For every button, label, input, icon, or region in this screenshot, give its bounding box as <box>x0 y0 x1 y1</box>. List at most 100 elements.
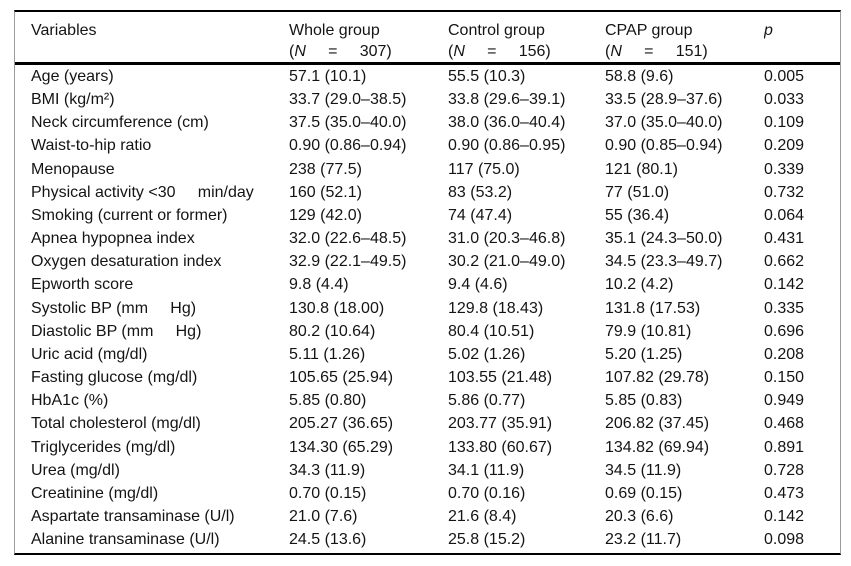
whole-group-cell: 105.65 (25.94) <box>289 369 394 387</box>
table-row: Physical activity <30 min/day 160 (52.1)… <box>15 181 840 204</box>
variable-cell: Physical activity <30 min/day <box>31 183 254 201</box>
cpap-group-cell: 5.20 (1.25) <box>605 345 683 363</box>
whole-group-cell: 134.30 (65.29) <box>289 438 394 456</box>
table-row: BMI (kg/m²) 33.7 (29.0–38.5) 33.8 (29.6–… <box>15 88 840 111</box>
variable-cell: Age (years) <box>31 68 114 85</box>
table-row: Apnea hypopnea index 32.0 (22.6–48.5) 31… <box>15 227 840 250</box>
table-row: Creatinine (mg/dl) 0.70 (0.15) 0.70 (0.1… <box>15 482 840 505</box>
cpap-group-cell: 10.2 (4.2) <box>605 276 674 294</box>
table-row: Systolic BP (mm Hg) 130.8 (18.00) 129.8 … <box>15 297 840 320</box>
control-group-cell: 83 (53.2) <box>448 183 513 201</box>
whole-group-cell: 5.11 (1.26) <box>289 345 366 363</box>
control-group-cell: 0.90 (0.86–0.95) <box>448 137 566 155</box>
p-value-cell: 0.728 <box>764 461 805 479</box>
cpap-group-cell: 34.5 (11.9) <box>605 461 682 479</box>
whole-group-cell: 0.90 (0.86–0.94) <box>289 137 407 155</box>
table-row: Uric acid (mg/dl) 5.11 (1.26) 5.02 (1.26… <box>15 343 840 366</box>
whole-group-cell: 57.1 (10.1) <box>289 68 367 85</box>
p-value-cell: 0.098 <box>764 531 805 549</box>
cpap-group-cell: 0.69 (0.15) <box>605 484 683 502</box>
table-row: HbA1c (%) 5.85 (0.80) 5.86 (0.77) 5.85 (… <box>15 389 840 412</box>
table-header-row: Variables Whole group (N = 307) Control … <box>15 12 840 65</box>
table-row: Fasting glucose (mg/dl) 105.65 (25.94) 1… <box>15 366 840 389</box>
cpap-group-cell: 0.90 (0.85–0.94) <box>605 137 723 155</box>
column-header-variables: Variables <box>31 22 97 39</box>
whole-group-cell: 21.0 (7.6) <box>289 507 358 525</box>
variable-cell: Total cholesterol (mg/dl) <box>31 415 201 433</box>
column-header-control-group: Control group (N = 156) <box>448 20 605 62</box>
p-value-cell: 0.335 <box>764 299 805 317</box>
column-header-cpap-group: CPAP group (N = 151) <box>605 20 764 62</box>
cpap-group-cell: 5.85 (0.83) <box>605 392 683 410</box>
table-row: Neck circumference (cm) 37.5 (35.0–40.0)… <box>15 111 840 134</box>
cpap-group-name: CPAP group <box>605 22 693 39</box>
whole-group-cell: 130.8 (18.00) <box>289 299 385 317</box>
cpap-group-cell: 58.8 (9.6) <box>605 68 674 85</box>
whole-group-cell: 34.3 (11.9) <box>289 461 366 479</box>
control-group-cell: 74 (47.4) <box>448 206 513 224</box>
table-row: Epworth score 9.8 (4.4) 9.4 (4.6) 10.2 (… <box>15 273 840 296</box>
variable-cell: Creatinine (mg/dl) <box>31 484 159 502</box>
whole-group-cell: 37.5 (35.0–40.0) <box>289 114 407 132</box>
whole-group-cell: 238 (77.5) <box>289 160 362 178</box>
table-row: Triglycerides (mg/dl) 134.30 (65.29) 133… <box>15 436 840 459</box>
variable-cell: Waist-to-hip ratio <box>31 137 152 155</box>
control-group-cell: 0.70 (0.16) <box>448 484 526 502</box>
table-row: Smoking (current or former) 129 (42.0) 7… <box>15 204 840 227</box>
cpap-group-cell: 77 (51.0) <box>605 183 670 201</box>
p-value-cell: 0.949 <box>764 392 805 410</box>
variable-cell: Uric acid (mg/dl) <box>31 345 148 363</box>
cpap-group-cell: 131.8 (17.53) <box>605 299 701 317</box>
table-row: Age (years) 57.1 (10.1) 55.5 (10.3) 58.8… <box>15 65 840 88</box>
p-value-cell: 0.339 <box>764 160 805 178</box>
variable-cell: Fasting glucose (mg/dl) <box>31 369 198 387</box>
variable-cell: Apnea hypopnea index <box>31 230 195 248</box>
cpap-group-cell: 121 (80.1) <box>605 160 678 178</box>
n-symbol: N <box>294 43 306 60</box>
p-value-cell: 0.732 <box>764 183 805 201</box>
n-symbol: N <box>610 43 622 60</box>
n-value: = 151) <box>621 43 708 60</box>
cpap-group-cell: 134.82 (69.94) <box>605 438 710 456</box>
p-value-cell: 0.142 <box>764 276 805 294</box>
p-value-cell: 0.150 <box>764 369 805 387</box>
control-group-cell: 203.77 (35.91) <box>448 415 553 433</box>
variable-cell: BMI (kg/m²) <box>31 91 115 109</box>
p-value-cell: 0.033 <box>764 91 805 109</box>
paren-open: ( <box>289 43 295 60</box>
cpap-group-cell: 20.3 (6.6) <box>605 507 674 525</box>
cpap-group-cell: 107.82 (29.78) <box>605 369 710 387</box>
table-body: Age (years) 57.1 (10.1) 55.5 (10.3) 58.8… <box>15 65 840 551</box>
whole-group-name: Whole group <box>289 22 380 39</box>
cpap-group-cell: 37.0 (35.0–40.0) <box>605 114 723 132</box>
control-group-cell: 117 (75.0) <box>448 160 520 178</box>
control-group-cell: 34.1 (11.9) <box>448 461 525 479</box>
paren-open: ( <box>605 43 611 60</box>
control-group-cell: 9.4 (4.6) <box>448 276 508 294</box>
variable-cell: Menopause <box>31 160 115 178</box>
p-value-cell: 0.109 <box>764 114 805 132</box>
whole-group-n: (N = 307) <box>289 41 448 62</box>
n-symbol: N <box>453 43 465 60</box>
control-group-cell: 21.6 (8.4) <box>448 507 517 525</box>
n-value: = 156) <box>464 43 551 60</box>
whole-group-cell: 5.85 (0.80) <box>289 392 367 410</box>
p-value-cell: 0.005 <box>764 68 805 85</box>
variable-cell: Epworth score <box>31 276 134 294</box>
cpap-group-cell: 33.5 (28.9–37.6) <box>605 91 723 109</box>
variable-cell: Oxygen desaturation index <box>31 253 222 271</box>
control-group-cell: 5.86 (0.77) <box>448 392 526 410</box>
column-header-whole-group: Whole group (N = 307) <box>289 20 448 62</box>
p-value-cell: 0.662 <box>764 253 805 271</box>
whole-group-cell: 160 (52.1) <box>289 183 362 201</box>
control-group-cell: 103.55 (21.48) <box>448 369 553 387</box>
control-group-cell: 38.0 (36.0–40.4) <box>448 114 566 132</box>
table-row: Oxygen desaturation index 32.9 (22.1–49.… <box>15 250 840 273</box>
whole-group-cell: 33.7 (29.0–38.5) <box>289 91 407 109</box>
p-value-cell: 0.468 <box>764 415 805 433</box>
control-group-cell: 31.0 (20.3–46.8) <box>448 230 566 248</box>
control-group-cell: 30.2 (21.0–49.0) <box>448 253 566 271</box>
cpap-group-cell: 206.82 (37.45) <box>605 415 710 433</box>
p-value-cell: 0.696 <box>764 322 805 340</box>
p-value-cell: 0.208 <box>764 345 805 363</box>
